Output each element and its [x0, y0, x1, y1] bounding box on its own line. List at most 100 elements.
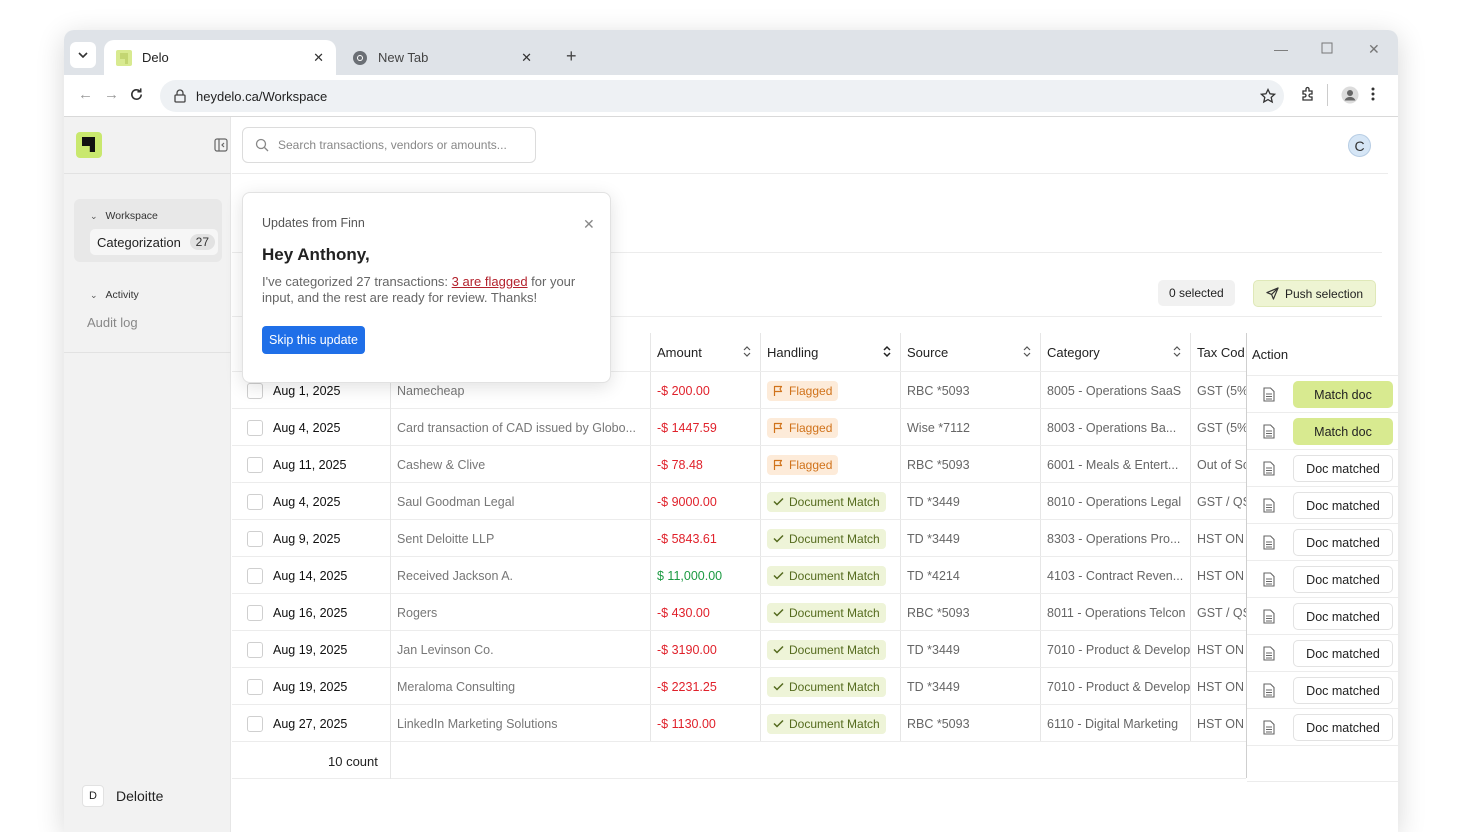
delo-logo[interactable]	[76, 132, 102, 158]
search-input[interactable]: Search transactions, vendors or amounts.…	[242, 127, 536, 163]
close-tab-icon[interactable]: ✕	[313, 49, 324, 65]
document-icon[interactable]	[1263, 424, 1275, 444]
column-header-category[interactable]: Category	[1040, 333, 1190, 371]
tax-code-cell[interactable]: GST (5%	[1190, 372, 1246, 409]
tax-code-cell[interactable]: Out of Sc	[1190, 446, 1246, 483]
close-icon[interactable]: ✕	[583, 216, 595, 232]
doc-matched-button[interactable]: Doc matched	[1293, 492, 1393, 519]
row-checkbox[interactable]	[247, 715, 263, 732]
table-row[interactable]: Aug 4, 2025 Saul Goodman Legal -$ 9000.00 D…	[232, 482, 1246, 520]
document-icon[interactable]	[1263, 683, 1275, 703]
doc-matched-button[interactable]: Doc matched	[1293, 566, 1393, 593]
row-checkbox[interactable]	[247, 530, 263, 547]
document-icon[interactable]	[1263, 387, 1275, 407]
skip-update-button[interactable]: Skip this update	[262, 326, 365, 354]
row-checkbox[interactable]	[247, 641, 263, 658]
row-checkbox[interactable]	[247, 382, 263, 399]
address-bar[interactable]: heydelo.ca/Workspace	[160, 80, 1284, 112]
doc-matched-button[interactable]: Doc matched	[1293, 640, 1393, 667]
doc-matched-button[interactable]: Doc matched	[1293, 455, 1393, 482]
push-selection-button[interactable]: Push selection	[1253, 280, 1377, 307]
category-cell[interactable]: 7010 - Product & Develop	[1040, 631, 1190, 668]
table-row[interactable]: Aug 27, 2025 LinkedIn Marketing Solutions…	[232, 704, 1246, 742]
sidebar-item-audit-log[interactable]: Audit log	[87, 315, 138, 330]
row-checkbox[interactable]	[247, 604, 263, 621]
row-checkbox[interactable]	[247, 678, 263, 695]
match-doc-button[interactable]: Match doc	[1293, 381, 1393, 408]
document-icon[interactable]	[1263, 720, 1275, 740]
sidebar-item-categorization[interactable]: Categorization 27	[90, 229, 218, 255]
document-icon[interactable]	[1263, 572, 1275, 592]
category-cell[interactable]: 6001 - Meals & Entert...	[1040, 446, 1190, 483]
row-checkbox[interactable]	[247, 456, 263, 473]
row-checkbox[interactable]	[247, 419, 263, 436]
tax-code-cell[interactable]: HST ON	[1190, 705, 1246, 742]
workspace-toggle[interactable]: ⌄ Workspace	[90, 210, 158, 222]
handling-cell: Document Match	[760, 594, 900, 631]
column-header-amount[interactable]: Amount	[650, 333, 760, 371]
new-tab-icon[interactable]: +	[566, 46, 577, 66]
doc-matched-button[interactable]: Doc matched	[1293, 603, 1393, 630]
row-checkbox[interactable]	[247, 493, 263, 510]
tax-code-cell[interactable]: GST / QS	[1190, 483, 1246, 520]
bookmark-star-icon[interactable]	[1259, 87, 1277, 109]
document-icon[interactable]	[1263, 535, 1275, 555]
doc-matched-button[interactable]: Doc matched	[1293, 529, 1393, 556]
document-icon[interactable]	[1263, 646, 1275, 666]
extensions-puzzle-icon[interactable]	[1300, 86, 1316, 107]
kebab-menu-icon[interactable]	[1371, 86, 1375, 107]
flagged-link[interactable]: 3 are flagged	[451, 274, 528, 289]
user-avatar[interactable]: C	[1348, 134, 1371, 157]
activity-toggle[interactable]: ⌄ Activity	[90, 289, 139, 301]
column-header-handling[interactable]: Handling	[760, 333, 900, 371]
tab-search-dropdown[interactable]	[70, 42, 96, 68]
document-icon[interactable]	[1263, 461, 1275, 481]
table-row[interactable]: Aug 19, 2025 Jan Levinson Co. -$ 3190.00 Do…	[232, 630, 1246, 668]
table-row[interactable]: Aug 4, 2025 Card transaction of CAD issue…	[232, 408, 1246, 446]
tax-code-cell[interactable]: HST ON	[1190, 631, 1246, 668]
badge-label: Document Match	[789, 642, 880, 657]
table-row[interactable]: Aug 11, 2025 Cashew & Clive -$ 78.48 Flagge…	[232, 445, 1246, 483]
table-row[interactable]: Aug 19, 2025 Meraloma Consulting -$ 2231.2…	[232, 667, 1246, 705]
table-row[interactable]: Aug 9, 2025 Sent Deloitte LLP -$ 5843.61 Do…	[232, 519, 1246, 557]
back-arrow-icon[interactable]: ←	[78, 86, 93, 103]
maximize-icon[interactable]	[1321, 41, 1333, 57]
category-cell[interactable]: 8003 - Operations Ba...	[1040, 409, 1190, 446]
tax-code-cell[interactable]: GST (5%	[1190, 409, 1246, 446]
document-icon[interactable]	[1263, 609, 1275, 629]
tax-code-cell[interactable]: HST ON	[1190, 520, 1246, 557]
sidebar-divider	[64, 173, 231, 174]
category-cell[interactable]: 7010 - Product & Develop	[1040, 668, 1190, 705]
category-cell[interactable]: 6110 - Digital Marketing	[1040, 705, 1190, 742]
category-cell[interactable]: 8005 - Operations SaaS	[1040, 372, 1190, 409]
source-cell: TD *3449	[900, 631, 1040, 668]
doc-matched-button[interactable]: Doc matched	[1293, 677, 1393, 704]
document-icon[interactable]	[1263, 498, 1275, 518]
row-checkbox[interactable]	[247, 567, 263, 584]
column-header-tax-code[interactable]: Tax Cod	[1190, 333, 1246, 371]
minimize-icon[interactable]: —	[1274, 41, 1288, 57]
match-doc-button[interactable]: Match doc	[1293, 418, 1393, 445]
table-row[interactable]: Aug 14, 2025 Received Jackson A. $ 11,000.…	[232, 556, 1246, 594]
table-row[interactable]: Aug 16, 2025 Rogers -$ 430.00 Document Matc…	[232, 593, 1246, 631]
column-header-source[interactable]: Source	[900, 333, 1040, 371]
browser-tab-new-tab[interactable]: New Tab ✕	[342, 40, 542, 75]
close-tab-icon[interactable]: ✕	[521, 49, 532, 65]
category-cell[interactable]: 8011 - Operations Telcon	[1040, 594, 1190, 631]
forward-arrow-icon[interactable]: →	[104, 86, 119, 103]
sidebar-collapse-icon[interactable]	[214, 138, 228, 157]
reload-icon[interactable]	[129, 87, 144, 106]
category-cell[interactable]: 8010 - Operations Legal	[1040, 483, 1190, 520]
category-cell[interactable]: 8303 - Operations Pro...	[1040, 520, 1190, 557]
table-row[interactable]: Aug 1, 2025 Namecheap -$ 200.00 Flagged RBC …	[232, 371, 1246, 409]
browser-tab-delo[interactable]: Delo ✕	[104, 40, 336, 75]
tax-code-cell[interactable]: GST / QS	[1190, 594, 1246, 631]
doc-matched-button[interactable]: Doc matched	[1293, 714, 1393, 741]
organization-switcher[interactable]: D Deloitte	[82, 785, 163, 807]
close-window-icon[interactable]: ✕	[1368, 41, 1380, 57]
tax-code-cell[interactable]: HST ON	[1190, 668, 1246, 705]
tax-code-cell[interactable]: HST ON	[1190, 557, 1246, 594]
header-divider	[232, 173, 1388, 174]
category-cell[interactable]: 4103 - Contract Reven...	[1040, 557, 1190, 594]
profile-icon[interactable]	[1341, 86, 1359, 109]
